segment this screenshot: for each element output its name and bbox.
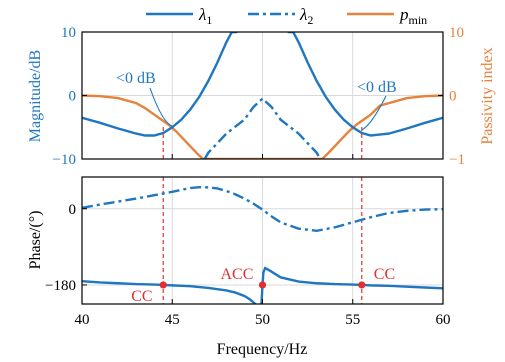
passivity-y2-label: Passivity index <box>479 47 496 144</box>
phase-ytick-label: 0 <box>69 202 77 218</box>
annotation-left-leader <box>149 87 173 127</box>
magnitude-ytick-label: −10 <box>53 152 76 168</box>
legend-label-pmin: pmin <box>399 5 427 27</box>
marker-dot-acc <box>258 281 267 289</box>
magnitude-ytick-label: 10 <box>61 25 76 41</box>
marker-label-cc: CC <box>131 288 152 305</box>
magnitude-ytick-label: 0 <box>69 89 77 105</box>
marker-label-acc: ACC <box>221 266 254 283</box>
magnitude-series-lambda1 <box>82 32 443 137</box>
phase-panel: 0 −180 40 45 50 55 60 CC ACC CC Phase/(°) Freque… <box>27 176 451 358</box>
annotation-left-below-0db: <0 dB <box>116 70 156 87</box>
phase-xtick-label: 50 <box>255 312 270 328</box>
x-axis-label: Frequency/Hz <box>217 341 308 358</box>
marker-label-cc: CC <box>374 266 395 283</box>
phase-xtick-label: 45 <box>165 312 180 328</box>
legend-label-lambda1: λ1 <box>198 5 212 27</box>
magnitude-plot-area <box>82 32 443 159</box>
phase-xtick-label: 60 <box>436 312 451 328</box>
passivity-ytick-label: 0 <box>449 89 457 105</box>
magnitude-series-lambda2 <box>203 97 322 159</box>
annotation-right-below-0db: <0 dB <box>357 79 397 96</box>
annotation-right-leader <box>361 95 387 131</box>
magnitude-ticks: 10 0 −10 10 0 −1 <box>53 25 465 168</box>
passivity-ytick-label: 10 <box>449 25 464 41</box>
phase-xtick-label: 55 <box>345 312 360 328</box>
phase-ytick-label: −180 <box>45 278 76 294</box>
marker-dot-cc <box>358 281 366 289</box>
phase-markers: CC ACC CC <box>131 266 395 305</box>
phase-series-lambda2 <box>82 185 443 232</box>
passivity-ytick-label: −1 <box>449 152 465 168</box>
legend-label-lambda2: λ2 <box>299 5 313 27</box>
phase-y-label: Phase/(°) <box>27 211 44 270</box>
magnitude-grid <box>82 32 443 159</box>
phase-xtick-label: 40 <box>75 312 90 328</box>
legend: λ1 λ2 pmin <box>146 5 427 27</box>
magnitude-panel: 10 0 −10 10 0 −1 Magnitude/dB Passivity index… <box>27 25 496 168</box>
phase-ticks: 0 −180 40 45 50 55 60 <box>45 202 450 328</box>
magnitude-annotations: <0 dB <0 dB <box>116 70 397 131</box>
magnitude-y-label: Magnitude/dB <box>27 50 44 142</box>
magnitude-series-pmin <box>82 94 443 159</box>
magnitude-guide-lines <box>162 127 363 159</box>
marker-dot-cc <box>159 281 167 289</box>
